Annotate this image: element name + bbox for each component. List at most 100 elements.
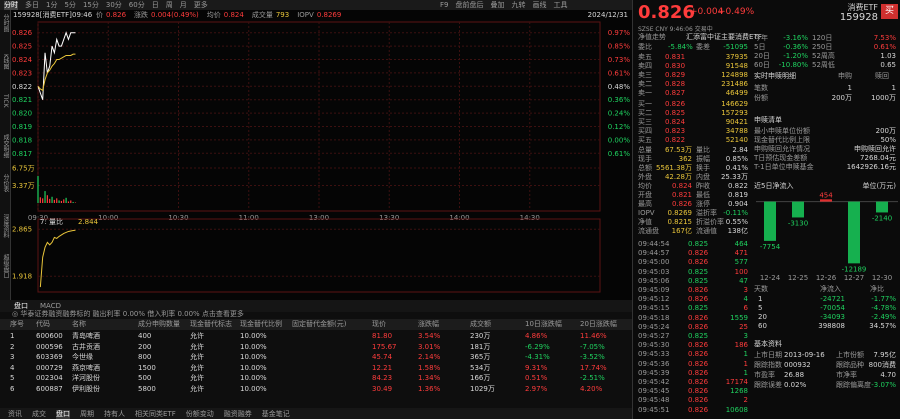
column-header[interactable]: 20日涨跌幅 (580, 320, 617, 328)
tick-price: 0.826 (688, 313, 709, 322)
pct-label: 0.97% (608, 29, 631, 37)
sidebar-tab[interactable]: K线图 (2, 54, 9, 70)
toolbar-button[interactable]: 15分 (82, 1, 99, 9)
bottom-tab[interactable]: 融资融券 (223, 410, 252, 418)
tick-price: 0.826 (688, 286, 709, 294)
table-cell: 伊利股份 (72, 384, 100, 393)
toolbar-button[interactable]: 周 (165, 1, 173, 9)
table-cell: 允许 (190, 374, 204, 382)
price-pct: +0.49% (718, 7, 755, 17)
book-price: 0.831 (665, 53, 686, 61)
field: 外盘 (638, 173, 652, 181)
bottom-tab[interactable]: 份额变动 (185, 410, 214, 418)
field: 250日 (812, 43, 833, 51)
column-header[interactable]: 现价 (372, 320, 386, 328)
bottom-tab[interactable]: 成交 (32, 410, 46, 418)
table-cell: 允许 (190, 363, 204, 372)
tick-volume: 1 (743, 350, 748, 359)
table-cell: 166万 (470, 374, 491, 382)
tick-price: 0.826 (688, 378, 709, 386)
table-cell: 800 (138, 353, 152, 361)
field: 现金替代比例上限 (754, 136, 810, 144)
column-header: 净流入 (820, 285, 841, 293)
toolbar-button[interactable]: 30分 (105, 1, 122, 9)
book-level: 卖一 (638, 89, 652, 97)
toolbar-button[interactable]: 60分 (128, 1, 145, 9)
table-cell: 允许 (190, 332, 204, 340)
column-header[interactable]: 名称 (72, 320, 86, 328)
bottom-tab[interactable]: 周期 (80, 410, 94, 418)
column-header[interactable]: 序号 (10, 320, 24, 328)
volume-bar (60, 200, 63, 203)
tick-price: 0.826 (688, 258, 709, 267)
sidebar-tab[interactable]: 超级盘口 (2, 254, 9, 278)
tick-price: 0.826 (688, 350, 709, 359)
value: 0.61% (873, 43, 896, 51)
column-header: 申购 (838, 72, 852, 80)
column-header[interactable]: 现金替代比例 (240, 320, 282, 328)
buy-button[interactable]: 买 (881, 4, 899, 19)
toolbar-button[interactable]: 九转 (511, 1, 526, 9)
intraday-chart: 0.826 0.97% 0.825 0.85% 0.824 0.73% 0.823 0.61%… (12, 21, 631, 293)
toolbar-button[interactable]: 5分 (64, 1, 76, 9)
indicator-name: 7: 量比 (40, 217, 63, 226)
bottom-tab[interactable]: 相关同类ETF (135, 410, 176, 418)
chart-tab[interactable]: 盘口 (14, 302, 28, 310)
toolbar-button[interactable]: 月 (179, 1, 187, 9)
chart-tab[interactable]: MACD (40, 302, 61, 310)
toolbar-button[interactable]: 更多 (193, 1, 208, 9)
field: T-1日单位申赎基金 (754, 163, 814, 171)
table-cell: 500 (138, 374, 152, 382)
volume-bar (63, 199, 65, 203)
column-header: 赎回 (875, 72, 889, 80)
volume-bar (46, 195, 48, 203)
book-level: 卖三 (638, 71, 652, 79)
bottom-tab[interactable]: 盘口 (56, 410, 70, 419)
toolbar-button[interactable]: 分时 (4, 1, 18, 10)
value: 0.819 (727, 191, 748, 199)
field: 流通值 (696, 227, 717, 235)
tick-price: 0.826 (688, 322, 709, 331)
tick-time: 09:45:39 (638, 368, 670, 377)
quote-value: 0.004(0.49%) (151, 11, 199, 19)
value: 0.822 (727, 182, 748, 190)
table-cell: 002304 (36, 374, 63, 382)
toolbar-button[interactable]: F9 (440, 1, 449, 9)
sidebar-tab[interactable]: 分价表 (2, 174, 9, 192)
sidebar-tab[interactable]: 分时图 (2, 14, 9, 32)
toolbar-button[interactable]: 1分 (46, 1, 58, 9)
book-price: 0.825 (665, 109, 686, 117)
toolbar-button[interactable]: 工具 (553, 1, 568, 9)
security-name: 消费ETF (847, 3, 878, 12)
column-header[interactable]: 涨跌幅 (418, 320, 439, 328)
toolbar-button[interactable]: 画线 (532, 1, 547, 9)
bottom-tab[interactable]: 持有人 (104, 410, 125, 418)
value: 138亿 (727, 227, 748, 235)
column-header[interactable]: 代码 (36, 320, 50, 328)
sidebar-tab[interactable]: TICK (2, 94, 9, 108)
toolbar-button[interactable]: 盘前盘后 (455, 1, 484, 9)
quote-field: 涨跌 (134, 11, 149, 19)
value: 1.03 (880, 52, 896, 60)
value: 7268.04元 (860, 154, 896, 162)
sidebar-tab[interactable]: 成交明细 (2, 134, 9, 158)
toolbar-button[interactable]: 日 (151, 1, 159, 9)
toolbar-button[interactable]: 叠加 (490, 1, 505, 9)
column-header[interactable]: 10日涨跌幅 (525, 320, 562, 328)
field: 振幅 (696, 155, 710, 163)
volume-bar (42, 198, 44, 203)
field: 120日 (812, 34, 833, 42)
column-header[interactable]: 固定替代金额(元) (292, 320, 347, 328)
bottom-tab[interactable]: 基金笔记 (261, 410, 290, 418)
sidebar-tab[interactable]: 深度资料 (2, 214, 9, 238)
field: 涨停 (696, 200, 710, 208)
x-tick-label: 11:00 (239, 214, 259, 222)
column-header[interactable]: 成交额 (470, 320, 491, 328)
toolbar-button[interactable]: 多日 (25, 1, 39, 9)
table-cell: 5800 (138, 384, 156, 393)
table-cell: 1.58% (418, 363, 441, 372)
column-header[interactable]: 现金替代标志 (190, 320, 232, 328)
value: 1642926.16元 (846, 163, 896, 171)
bottom-tab[interactable]: 资讯 (8, 410, 22, 418)
column-header[interactable]: 成分申购数量 (138, 320, 180, 328)
